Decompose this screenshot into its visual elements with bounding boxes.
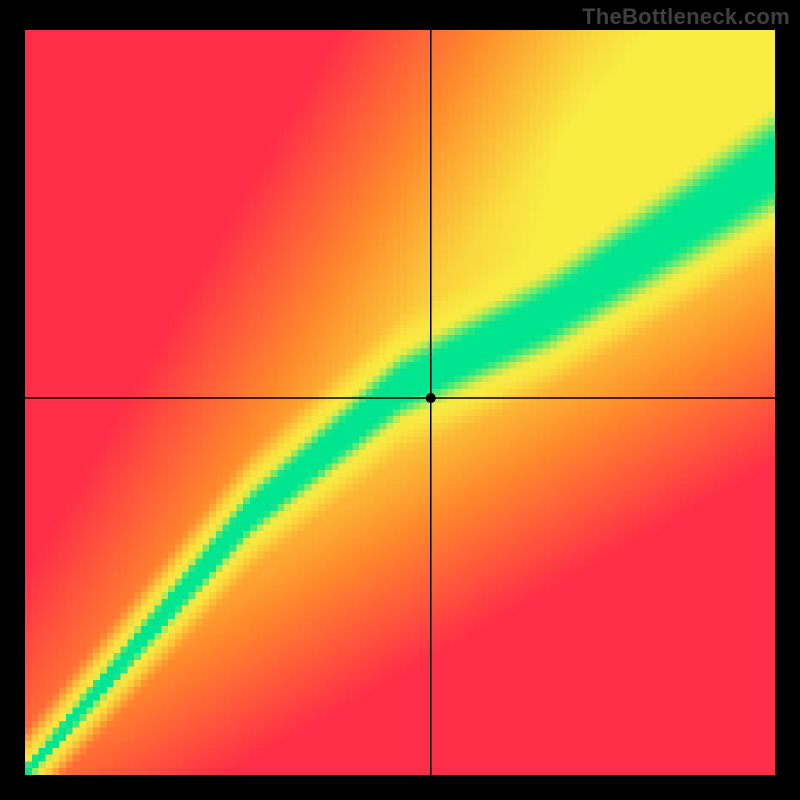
watermark-text: TheBottleneck.com bbox=[582, 4, 790, 30]
root-container: TheBottleneck.com bbox=[0, 0, 800, 800]
bottleneck-heatmap bbox=[25, 30, 775, 775]
